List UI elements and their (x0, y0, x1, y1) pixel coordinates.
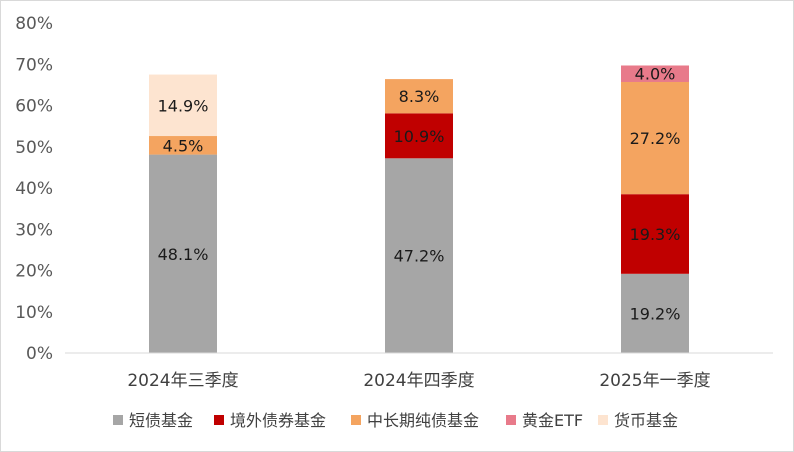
legend-swatch (506, 415, 516, 425)
legend: 短债基金 境外债券基金 中长期纯债基金 黄金ETF 货币基金 (113, 411, 678, 430)
data-label: 47.2% (394, 247, 445, 266)
x-tick-label: 2024年三季度 (127, 371, 238, 391)
bar-segment (385, 158, 453, 353)
legend-label: 中长期纯债基金 (367, 411, 479, 430)
data-label: 4.5% (163, 136, 204, 155)
x-axis: 2024年三季度 2024年四季度 2025年一季度 (65, 352, 773, 391)
legend-swatch (113, 415, 123, 425)
bar-segment (385, 113, 453, 159)
data-label: 19.3% (630, 225, 681, 244)
data-label: 4.0% (635, 65, 676, 84)
data-label: 8.3% (399, 87, 440, 106)
bar-segment (621, 273, 689, 353)
y-tick-label: 20% (15, 262, 53, 282)
y-tick-label: 40% (15, 179, 53, 199)
y-tick-label: 60% (15, 97, 53, 117)
legend-label: 黄金ETF (522, 411, 583, 430)
bar-segment (149, 154, 217, 353)
legend-label: 境外债券基金 (230, 411, 326, 430)
y-axis: 0% 10% 20% 30% 40% 50% 60% 70% 80% (15, 14, 53, 364)
legend-swatch (214, 415, 224, 425)
legend-label: 短债基金 (129, 411, 193, 430)
bar-segment (149, 74, 217, 137)
data-label: 19.2% (630, 304, 681, 323)
legend-label: 货币基金 (614, 411, 678, 430)
y-tick-label: 80% (15, 14, 53, 34)
bar-segment (621, 194, 689, 274)
y-tick-label: 10% (15, 303, 53, 323)
y-tick-label: 50% (15, 138, 53, 158)
legend-swatch (598, 415, 608, 425)
bar-segment (385, 79, 453, 114)
y-tick-label: 0% (26, 344, 53, 364)
y-tick-label: 30% (15, 220, 53, 240)
bar-segment (621, 81, 689, 195)
x-tick-label: 2024年四季度 (363, 371, 474, 391)
data-label: 48.1% (158, 245, 209, 264)
bar-segment (621, 65, 689, 82)
bars-group: 48.1% 4.5% 14.9% 47.2% 10.9% 8.3% 19.2% 19.3% 27… (149, 65, 689, 353)
legend-swatch (351, 415, 361, 425)
bar-segment (149, 136, 217, 155)
y-tick-label: 70% (15, 55, 53, 75)
x-tick-label: 2025年一季度 (599, 371, 710, 391)
data-label: 10.9% (394, 127, 445, 146)
data-label: 27.2% (630, 129, 681, 148)
data-label: 14.9% (158, 96, 209, 115)
